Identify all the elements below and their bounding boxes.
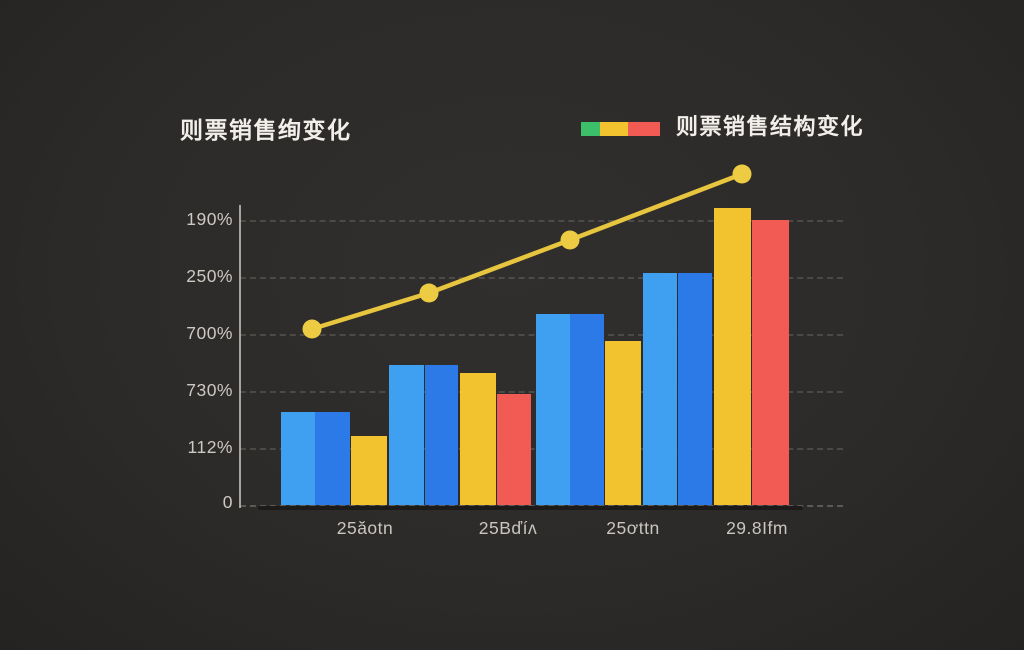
plot-area: 25ăotn 25Bďíʌ 25ơttn 29.8Ifm bbox=[239, 150, 843, 538]
x-axis-dark-band bbox=[258, 506, 803, 510]
bar-7-light-blue-bar bbox=[536, 314, 570, 505]
x-tick-label-1: 25Bďíʌ bbox=[478, 518, 538, 538]
trend-marker-0 bbox=[302, 319, 322, 339]
y-tick-label-2: 700% bbox=[186, 323, 233, 343]
bar-0-light-blue-bar bbox=[281, 412, 315, 505]
x-tick-label-2: 25ơttn bbox=[606, 518, 660, 538]
bar-5-yellow-bar bbox=[460, 373, 496, 505]
trend-line-layer bbox=[302, 164, 752, 339]
y-tick-label-4: 112% bbox=[187, 437, 233, 457]
legend-label: 则票销售结构变化 bbox=[676, 114, 865, 139]
bar-4-dark-blue-bar bbox=[425, 365, 458, 505]
bar-2-yellow-bar bbox=[351, 436, 387, 505]
bar-1-dark-blue-bar bbox=[315, 412, 350, 505]
bar-3-light-blue-bar bbox=[389, 365, 424, 505]
y-tick-label-5: 0 bbox=[222, 492, 233, 512]
trend-line bbox=[311, 171, 743, 332]
bar-8-dark-blue-bar bbox=[570, 314, 604, 505]
legend-swatch-red bbox=[628, 121, 660, 136]
bar-11-dark-blue-bar bbox=[678, 273, 712, 505]
gridline-1 bbox=[240, 277, 843, 279]
trend-marker-2 bbox=[560, 230, 580, 250]
bar-9-yellow-bar bbox=[605, 341, 641, 505]
x-tick-label-0: 25ăotn bbox=[336, 518, 394, 538]
gridline-0 bbox=[240, 220, 843, 222]
x-tick-label-3: 29.8Ifm bbox=[726, 518, 788, 538]
legend-swatch-yellow bbox=[600, 121, 628, 136]
legend-swatch-green bbox=[581, 121, 600, 136]
y-tick-label-1: 250% bbox=[186, 266, 233, 286]
legend: 则票销售结构变化 bbox=[581, 109, 864, 141]
bar-10-light-blue-bar bbox=[643, 273, 677, 505]
y-tick-label-0: 190% bbox=[186, 209, 233, 229]
bar-12-yellow-bar bbox=[714, 208, 751, 505]
trend-marker-3 bbox=[732, 164, 752, 184]
y-axis-spine bbox=[239, 205, 241, 508]
bar-13-red-bar bbox=[752, 220, 789, 505]
y-axis-labels: 190% 250% 700% 730% 112% 0 bbox=[150, 150, 233, 512]
chart-title: 则票销售绚变化 bbox=[180, 117, 352, 143]
bar-6-red-bar bbox=[497, 394, 531, 505]
legend-swatches bbox=[581, 121, 660, 136]
y-tick-label-3: 730% bbox=[186, 380, 233, 400]
trend-marker-1 bbox=[419, 283, 439, 303]
